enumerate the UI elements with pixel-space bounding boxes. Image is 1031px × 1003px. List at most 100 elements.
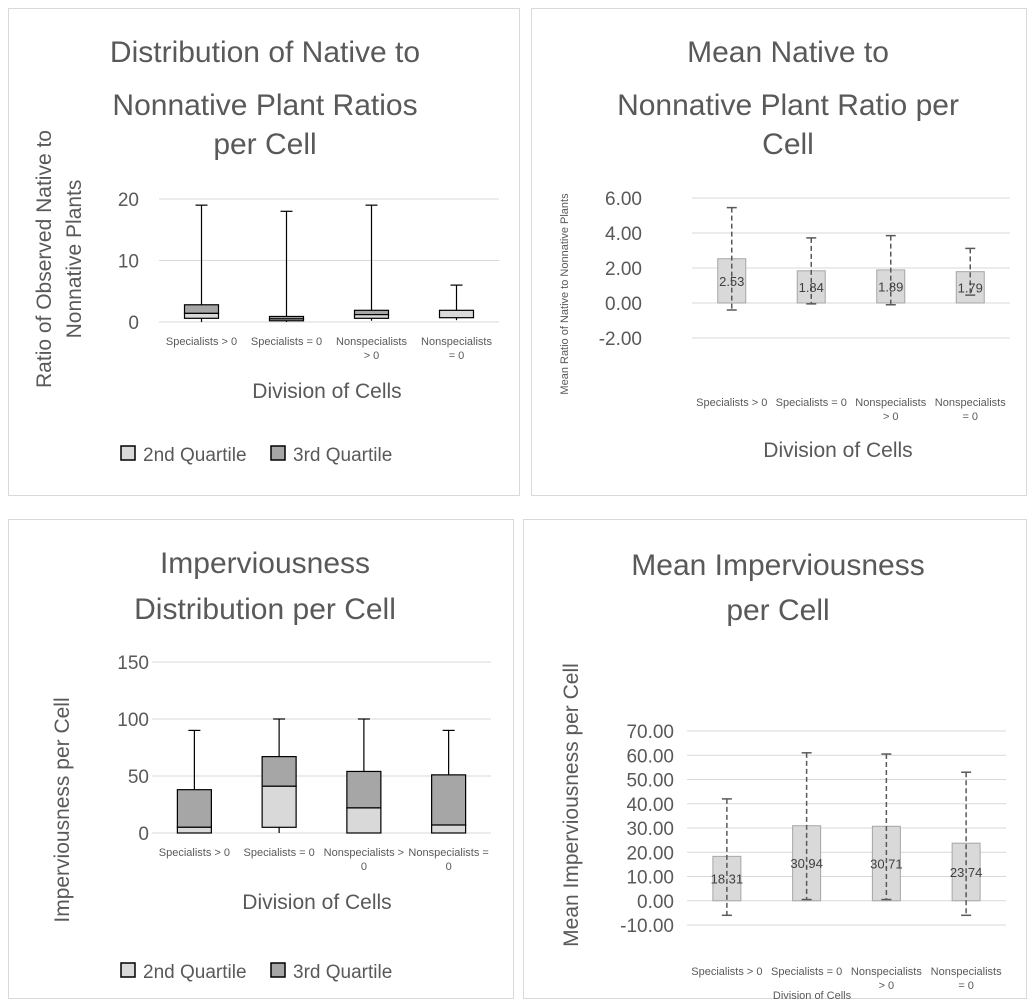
x-category-label: Nonspecialists =	[408, 847, 488, 859]
x-category-label: Nonspecialists	[855, 397, 926, 409]
x-category-label: Specialists = 0	[776, 397, 847, 409]
box-third-quartile	[261, 756, 297, 787]
y-tick-label: 150	[117, 653, 149, 674]
data-label: 1.79	[958, 280, 983, 295]
chart-title-line: Nonnative Plant Ratios	[112, 89, 417, 122]
y-axis-title: Ratio of Observed Native to	[33, 130, 56, 388]
chart-title-line: Mean Native to	[687, 36, 889, 69]
y-tick-label: 100	[117, 710, 149, 731]
data-label: 1.84	[799, 280, 824, 295]
x-category-label: Nonspecialists	[851, 966, 922, 978]
y-tick-label: 50	[128, 767, 149, 788]
x-category-label: 0	[446, 861, 452, 873]
legend-label: 2nd Quartile	[143, 962, 247, 983]
box-second-quartile	[431, 824, 467, 834]
y-tick-label: 20	[118, 190, 139, 211]
chart-ratio-distribution: Distribution of Native to Nonnative Plant…	[33, 36, 499, 466]
x-category-label: = 0	[962, 411, 978, 423]
legend-swatch	[270, 445, 286, 461]
x-category-label: Specialists > 0	[166, 336, 237, 348]
y-tick-label: 70.00	[626, 722, 674, 743]
legend-swatch	[270, 962, 286, 978]
y-tick-label: 10	[118, 252, 139, 273]
legend-label: 2nd Quartile	[143, 445, 247, 466]
box-second-quartile	[346, 807, 382, 834]
y-tick-label: 20.00	[626, 843, 674, 864]
x-category-label: Specialists = 0	[251, 336, 322, 348]
x-category-label: Specialists > 0	[691, 966, 762, 978]
x-category-label: > 0	[364, 350, 380, 362]
x-axis-title: Division of Cells	[763, 439, 912, 462]
y-tick-label: 4.00	[605, 224, 642, 245]
x-category-label: Nonspecialists	[336, 336, 407, 348]
x-category-label: = 0	[958, 980, 974, 992]
y-tick-label: 0.00	[605, 294, 642, 315]
x-category-label: Nonspecialists >	[324, 847, 404, 859]
y-tick-label: 60.00	[626, 746, 674, 767]
y-tick-label: 0	[128, 313, 139, 334]
chart-panel-imperviousness-distribution: Imperviousness Distribution per Cell 0 50 10…	[8, 519, 514, 999]
box-third-quartile	[183, 304, 220, 314]
y-tick-label: 0	[138, 824, 149, 845]
legend-label: 3rd Quartile	[293, 962, 392, 983]
y-tick-label: 0.00	[637, 892, 674, 913]
box-third-quartile	[346, 770, 382, 809]
box-second-quartile	[353, 314, 390, 319]
x-category-label: = 0	[449, 350, 465, 362]
chart-panel-mean-imperviousness: Mean Imperviousness per Cell -10.00 0.00 10.…	[523, 519, 1027, 1002]
y-tick-label: -2.00	[599, 329, 642, 350]
box-second-quartile	[176, 826, 212, 834]
box-third-quartile	[176, 789, 212, 828]
chart-title-line: Nonnative Plant Ratio per	[617, 89, 959, 122]
x-category-label: Specialists = 0	[244, 847, 315, 859]
y-tick-label: 50.00	[626, 771, 674, 792]
y-axis-title: Imperviousness per Cell	[51, 697, 74, 922]
x-axis-title: Division of Cells	[252, 380, 401, 403]
chart-title-line: per Cell	[726, 594, 829, 627]
box-second-quartile	[261, 785, 297, 828]
y-tick-label: 6.00	[605, 189, 642, 210]
chart-imperviousness-distribution: Imperviousness Distribution per Cell 0 50 10…	[51, 547, 491, 983]
legend-swatch	[120, 962, 136, 978]
y-tick-label: 2.00	[605, 259, 642, 280]
y-axis-title: Mean Ratio of Native to Nonnative Plants	[559, 193, 571, 395]
y-axis-title: Nonnative Plants	[63, 180, 86, 339]
chart-panel-ratio-distribution: Distribution of Native to Nonnative Plant…	[8, 8, 520, 496]
data-label: 18.31	[711, 872, 744, 887]
x-category-label: Specialists = 0	[771, 966, 842, 978]
x-axis-title: Division of Cells	[242, 891, 391, 914]
bar	[792, 825, 822, 902]
data-label: 23.74	[950, 865, 983, 880]
x-axis-title: Division of Cells	[773, 990, 852, 1002]
legend-label: 3rd Quartile	[293, 445, 392, 466]
box-third-quartile	[431, 774, 467, 826]
x-category-label: Nonspecialists	[421, 336, 492, 348]
chart-title-line: Distribution of Native to	[110, 36, 420, 69]
x-category-label: Nonspecialists	[931, 966, 1002, 978]
x-category-label: > 0	[883, 411, 899, 423]
x-category-label: Specialists > 0	[696, 397, 767, 409]
y-axis-title: Mean Imperviousness per Cell	[560, 663, 583, 947]
legend-swatch	[120, 445, 136, 461]
chart-title-line: Imperviousness	[160, 547, 370, 580]
x-category-label: 0	[361, 861, 367, 873]
chart-title-line: per Cell	[213, 128, 316, 161]
box-second-quartile	[268, 318, 305, 322]
y-tick-label: 10.00	[626, 868, 674, 889]
y-tick-label: -10.00	[620, 916, 674, 937]
data-label: 1.89	[878, 279, 903, 294]
chart-mean-ratio: Mean Native to Nonnative Plant Ratio per C…	[559, 36, 1010, 462]
chart-title-line: Distribution per Cell	[134, 593, 396, 626]
box-second-quartile	[438, 309, 475, 319]
data-label: 2.53	[719, 274, 744, 289]
data-label: 30.71	[870, 857, 903, 872]
data-label: 30.94	[790, 856, 823, 871]
x-category-label: > 0	[879, 980, 895, 992]
chart-panel-mean-ratio: Mean Native to Nonnative Plant Ratio per C…	[531, 8, 1027, 496]
y-tick-label: 30.00	[626, 819, 674, 840]
chart-title-line: Mean Imperviousness	[631, 549, 924, 582]
box-third-quartile	[353, 309, 390, 316]
x-category-label: Specialists > 0	[159, 847, 230, 859]
box-second-quartile	[183, 312, 220, 319]
y-tick-label: 40.00	[626, 795, 674, 816]
